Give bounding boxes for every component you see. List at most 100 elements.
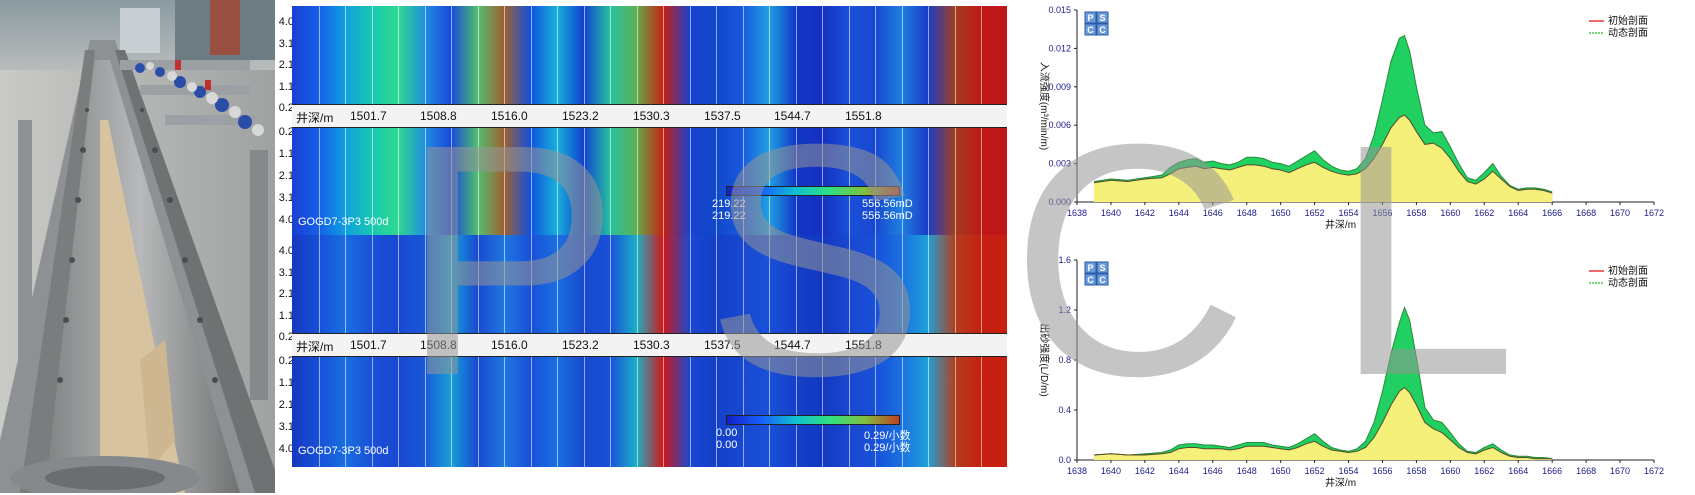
heatmap-band xyxy=(477,235,505,333)
heatmap-band xyxy=(583,357,611,467)
well-label: GOGD7-3P3 500d xyxy=(298,216,389,228)
heatmap-gridline xyxy=(822,6,823,104)
heatmap-gridline xyxy=(822,235,823,333)
heatmap-gridline xyxy=(901,357,903,467)
y-tick: 4.0 xyxy=(278,245,294,257)
heatmap-band xyxy=(609,235,637,333)
heatmap-band xyxy=(397,6,425,104)
heatmap-band xyxy=(954,128,981,238)
heatmap-band xyxy=(583,128,611,238)
logo-cell xyxy=(1084,273,1097,286)
depth-tick: 1551.8 xyxy=(845,109,882,123)
heatmap-band xyxy=(901,128,929,238)
heatmap-band xyxy=(556,357,584,467)
x-tick-label: 1666 xyxy=(1542,208,1562,218)
heatmap-band xyxy=(795,235,823,333)
x-tick-label: 1638 xyxy=(1067,466,1087,476)
heatmap-gridline xyxy=(398,128,399,238)
heatmap-band xyxy=(901,235,929,333)
heatmap-band xyxy=(821,128,849,238)
heatmap-gridline xyxy=(769,357,770,467)
initial-profile-area xyxy=(1093,115,1553,202)
heatmap-band xyxy=(927,235,955,333)
colorbar xyxy=(726,415,900,425)
logo-cell xyxy=(1084,11,1097,24)
depth-tick: 1537.5 xyxy=(704,109,741,123)
heatmap-band xyxy=(980,128,1007,238)
colorbar-min: 219.22 xyxy=(712,210,746,222)
initial-profile-area xyxy=(1093,387,1553,460)
heatmap-gridline xyxy=(901,6,903,104)
heatmap-gridline xyxy=(848,6,850,104)
heatmap-gridline xyxy=(795,6,797,104)
y-tick-label: 0.006 xyxy=(1048,120,1071,130)
heatmap-band xyxy=(874,235,902,333)
heatmap-band xyxy=(662,235,690,333)
y-tick-label: 0.8 xyxy=(1058,355,1071,365)
heatmap-band xyxy=(609,6,637,104)
heatmap-band xyxy=(318,6,346,104)
depth-axis-label: 井深/m xyxy=(296,340,334,354)
heatmap-gridline xyxy=(795,357,797,467)
heatmap-band xyxy=(318,235,346,333)
heatmap-gridline xyxy=(875,128,876,238)
colorbar-max: 556.56mD xyxy=(862,210,913,222)
x-tick-label: 1666 xyxy=(1542,466,1562,476)
heatmap-gridline xyxy=(689,6,691,104)
heatmap-band xyxy=(927,6,955,104)
permeability-heatmap-panel: 4.0 3.1 2.1 1.1 0.2 0.2 1.1 2.1 3.1 4.0 … xyxy=(276,4,1016,240)
heatmap-gridline xyxy=(451,357,452,467)
heatmap-band xyxy=(689,6,717,104)
heatmap-gridline xyxy=(822,128,823,238)
heatmap-band xyxy=(371,6,399,104)
heatmap-band xyxy=(715,128,743,238)
heatmap-lower-half xyxy=(292,357,1007,467)
heatmap-gridline xyxy=(875,6,876,104)
heatmap-band xyxy=(292,235,319,333)
heatmap-gridline xyxy=(371,357,373,467)
heatmap-band xyxy=(821,6,849,104)
heatmap-band xyxy=(954,235,981,333)
depth-tick: 1501.7 xyxy=(350,109,387,123)
sand-heatmap-panel: 4.0 3.1 2.1 1.1 0.2 0.2 1.1 2.1 3.1 4.0 … xyxy=(276,233,1016,469)
heatmap-band xyxy=(901,357,929,467)
y-tick: 0.2 xyxy=(278,355,294,367)
dynamic-profile-area xyxy=(1093,307,1553,460)
heatmap-band xyxy=(954,357,981,467)
heatmap-gridline xyxy=(530,235,532,333)
heatmap-gridline xyxy=(663,128,664,238)
heatmap-band xyxy=(689,357,717,467)
logo-cell xyxy=(1084,23,1097,36)
heatmap-band xyxy=(292,128,319,238)
heatmap-band xyxy=(424,357,452,467)
x-tick-label: 1660 xyxy=(1440,208,1460,218)
heatmap-band xyxy=(450,357,478,467)
y-tick-label: 1.6 xyxy=(1058,255,1071,265)
heatmap-band xyxy=(609,357,637,467)
heatmap-band xyxy=(715,235,743,333)
x-tick-label: 1672 xyxy=(1644,208,1664,218)
heatmap-band xyxy=(980,357,1007,467)
logo-letter: S xyxy=(1099,13,1105,23)
heatmap-band xyxy=(636,128,664,238)
heatmap-band xyxy=(318,128,346,238)
heatmap-lower-half xyxy=(292,128,1007,238)
x-tick-label: 1648 xyxy=(1237,208,1257,218)
heatmap-band xyxy=(662,6,690,104)
heatmap-gridline xyxy=(928,128,929,238)
depth-tick: 1530.3 xyxy=(633,338,670,352)
heatmap-gridline xyxy=(398,6,399,104)
heatmap-band xyxy=(503,235,531,333)
heatmap-gridline xyxy=(424,128,426,238)
y-tick-label: 0.0 xyxy=(1058,455,1071,465)
heatmap-band xyxy=(742,6,770,104)
heatmap-gridline xyxy=(875,235,876,333)
y-tick: 1.1 xyxy=(278,148,294,160)
heatmap-gridline xyxy=(716,6,717,104)
heatmap-gridline xyxy=(848,128,850,238)
heatmap-gridline xyxy=(954,357,956,467)
heatmap-band xyxy=(477,6,505,104)
heatmap-gridline xyxy=(371,6,373,104)
heatmap-gridline xyxy=(981,357,982,467)
depth-tick: 1523.2 xyxy=(562,338,599,352)
